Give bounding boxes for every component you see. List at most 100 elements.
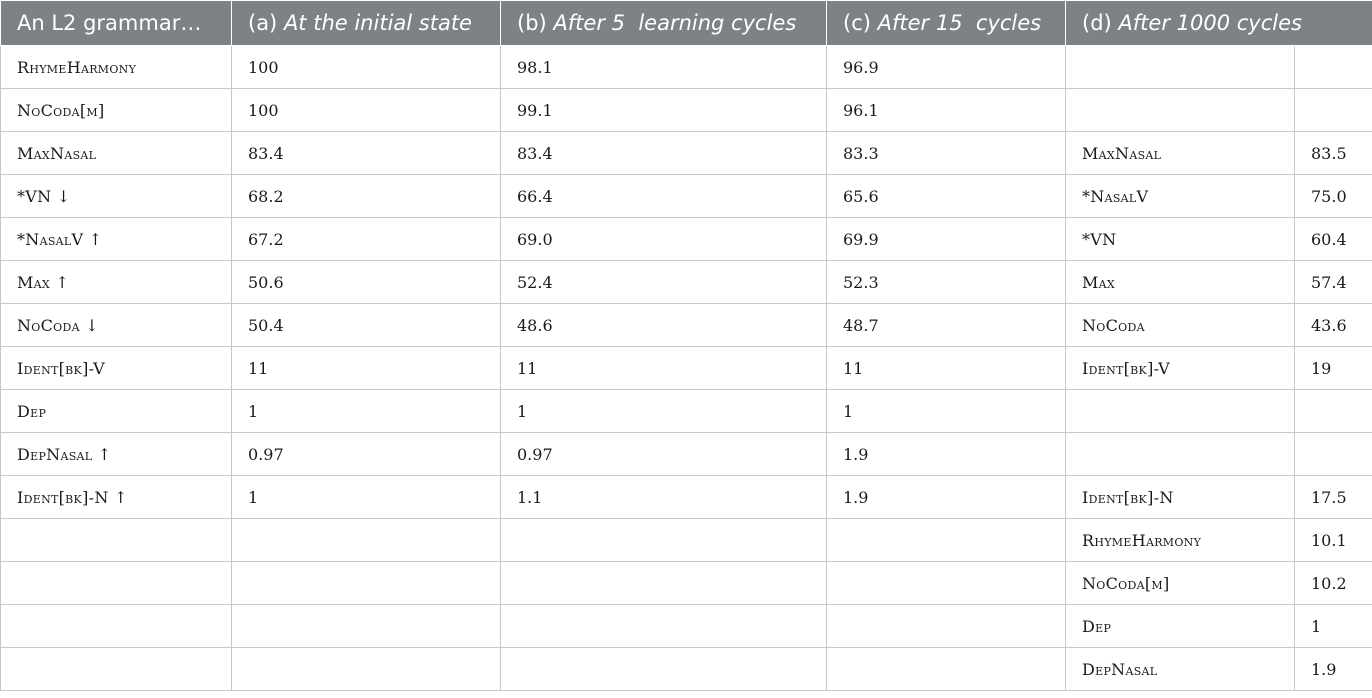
cycle1000-value-cell: 60.4 bbox=[1294, 217, 1372, 261]
cell-text: *NasalV bbox=[1082, 186, 1149, 206]
cell-text: 50.4 bbox=[248, 315, 284, 335]
cell-text: Max bbox=[1082, 272, 1116, 292]
cycle1000-value-cell: 17.5 bbox=[1294, 475, 1372, 519]
header-text: (d) bbox=[1082, 11, 1119, 35]
cell-text: Ident[bk]-V bbox=[17, 358, 106, 378]
cell-text: 60.4 bbox=[1311, 229, 1347, 249]
initial-value-cell: 100 bbox=[231, 88, 501, 132]
cell-text: 0.97 bbox=[248, 444, 284, 464]
initial-value-cell: 1 bbox=[231, 475, 501, 519]
cell-text: 83.4 bbox=[248, 143, 284, 163]
constraint-cell bbox=[0, 604, 232, 648]
cell-text: 19 bbox=[1311, 358, 1332, 378]
cycle15-value-cell bbox=[826, 604, 1066, 648]
constraint-cell: Dep bbox=[0, 389, 232, 433]
cycle1000-value-cell bbox=[1294, 88, 1372, 132]
cycle5-value-cell: 52.4 bbox=[500, 260, 827, 304]
cycle1000-value-cell: 57.4 bbox=[1294, 260, 1372, 304]
cell-text: 11 bbox=[843, 358, 864, 378]
cycle1000-constraint-cell: MaxNasal bbox=[1065, 131, 1295, 175]
cycle1000-constraint-cell: RhymeHarmony bbox=[1065, 518, 1295, 562]
cycle15-value-cell: 65.6 bbox=[826, 174, 1066, 218]
cell-text: 1.9 bbox=[843, 487, 869, 507]
cycle5-value-cell: 1 bbox=[500, 389, 827, 433]
table-row: DepNasal 1.9 bbox=[0, 647, 1372, 691]
cell-text: *NasalV ↑ bbox=[17, 229, 103, 249]
cell-text: 43.6 bbox=[1311, 315, 1347, 335]
cell-text: 10.2 bbox=[1311, 573, 1347, 593]
table-row: RhymeHarmony 10.1 bbox=[0, 518, 1372, 562]
cell-text: 1 bbox=[248, 487, 259, 507]
cycle1000-constraint-cell bbox=[1065, 88, 1295, 132]
header-cell-initial: (a) At the initial state bbox=[231, 0, 501, 46]
header-text: (a) bbox=[248, 11, 284, 35]
initial-value-cell: 50.4 bbox=[231, 303, 501, 347]
header-italic-text: At the initial state bbox=[283, 11, 472, 35]
cycle1000-constraint-cell: Ident[bk]-V bbox=[1065, 346, 1295, 390]
cell-text: MaxNasal bbox=[17, 143, 97, 163]
cycle5-value-cell: 48.6 bbox=[500, 303, 827, 347]
cycle1000-constraint-cell bbox=[1065, 432, 1295, 476]
cell-text: RhymeHarmony bbox=[1082, 530, 1202, 550]
cycle1000-constraint-cell: *VN bbox=[1065, 217, 1295, 261]
cycle5-value-cell bbox=[500, 518, 827, 562]
cell-text: Dep bbox=[1082, 616, 1112, 636]
cycle1000-value-cell bbox=[1294, 432, 1372, 476]
cycle5-value-cell bbox=[500, 604, 827, 648]
table-row: NoCoda[m] 10.2 bbox=[0, 561, 1372, 605]
table-row: Max ↑ 50.6 52.4 52.3 Max 57.4 bbox=[0, 260, 1372, 304]
cycle15-value-cell: 1.9 bbox=[826, 432, 1066, 476]
cell-text: 69.9 bbox=[843, 229, 879, 249]
cycle1000-value-cell: 43.6 bbox=[1294, 303, 1372, 347]
cell-text: 1.9 bbox=[1311, 659, 1337, 679]
header-row: An L2 grammar… (a) At the initial state … bbox=[0, 0, 1372, 46]
cycle1000-value-cell: 10.1 bbox=[1294, 518, 1372, 562]
table-row: Ident[bk]-V 11 11 11 Ident[bk]-V 19 bbox=[0, 346, 1372, 390]
cell-text: NoCoda[m] bbox=[17, 100, 105, 120]
cell-text: 48.6 bbox=[517, 315, 553, 335]
cell-text: 68.2 bbox=[248, 186, 284, 206]
constraint-cell bbox=[0, 518, 232, 562]
cycle15-value-cell bbox=[826, 647, 1066, 691]
cell-text: NoCoda ↓ bbox=[17, 315, 99, 335]
cycle15-value-cell: 1.9 bbox=[826, 475, 1066, 519]
cycle15-value-cell: 96.9 bbox=[826, 45, 1066, 89]
cycle1000-value-cell: 75.0 bbox=[1294, 174, 1372, 218]
cycle15-value-cell bbox=[826, 518, 1066, 562]
initial-value-cell bbox=[231, 647, 501, 691]
cycle15-value-cell bbox=[826, 561, 1066, 605]
cycle5-value-cell: 83.4 bbox=[500, 131, 827, 175]
cell-text: Max ↑ bbox=[17, 272, 70, 292]
cycle5-value-cell: 66.4 bbox=[500, 174, 827, 218]
cell-text: Ident[bk]-V bbox=[1082, 358, 1171, 378]
initial-value-cell: 1 bbox=[231, 389, 501, 433]
cycle1000-value-cell bbox=[1294, 45, 1372, 89]
cell-text: 100 bbox=[248, 57, 279, 77]
cell-text: 50.6 bbox=[248, 272, 284, 292]
cycle5-value-cell bbox=[500, 647, 827, 691]
cycle15-value-cell: 11 bbox=[826, 346, 1066, 390]
cycle1000-constraint-cell: Max bbox=[1065, 260, 1295, 304]
header-text: An L2 grammar… bbox=[17, 11, 202, 35]
header-cell-1000-cycles: (d) After 1000 cycles bbox=[1065, 0, 1372, 46]
constraint-cell: NoCoda ↓ bbox=[0, 303, 232, 347]
cell-text: 83.3 bbox=[843, 143, 879, 163]
cell-text: 83.4 bbox=[517, 143, 553, 163]
cell-text: 83.5 bbox=[1311, 143, 1347, 163]
cell-text: 100 bbox=[248, 100, 279, 120]
table-row: DepNasal ↑ 0.97 0.97 1.9 bbox=[0, 432, 1372, 476]
cell-text: DepNasal ↑ bbox=[17, 444, 112, 464]
initial-value-cell bbox=[231, 604, 501, 648]
cell-text: 0.97 bbox=[517, 444, 553, 464]
cell-text: 1.1 bbox=[517, 487, 543, 507]
initial-value-cell bbox=[231, 518, 501, 562]
cell-text: NoCoda[m] bbox=[1082, 573, 1170, 593]
cell-text: 96.1 bbox=[843, 100, 879, 120]
table-row: *VN ↓ 68.2 66.4 65.6 *NasalV 75.0 bbox=[0, 174, 1372, 218]
cell-text: 1 bbox=[517, 401, 528, 421]
cell-text: Ident[bk]-N bbox=[1082, 487, 1174, 507]
cell-text: 96.9 bbox=[843, 57, 879, 77]
cell-text: 1.9 bbox=[843, 444, 869, 464]
cell-text: 67.2 bbox=[248, 229, 284, 249]
